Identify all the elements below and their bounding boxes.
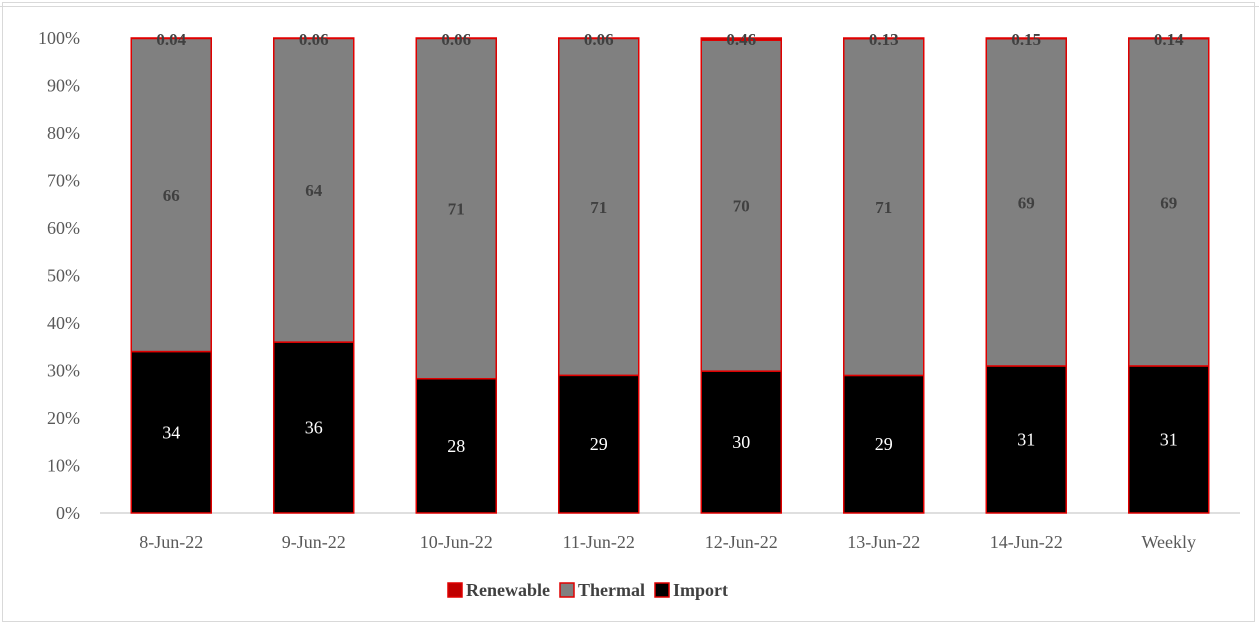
x-tick-label: 11-Jun-22 <box>563 532 635 552</box>
y-tick-label: 80% <box>47 123 80 143</box>
data-label-import: 29 <box>590 434 608 454</box>
x-tick-label: 13-Jun-22 <box>847 532 920 552</box>
y-tick-label: 60% <box>47 218 80 238</box>
y-tick-label: 70% <box>47 171 80 191</box>
data-label-renewable: 0.06 <box>299 30 329 49</box>
x-tick-label: 14-Jun-22 <box>990 532 1063 552</box>
bar-segment-thermal <box>985 37 1067 367</box>
bar-segment-renewable <box>1128 37 1210 40</box>
bar-segment-import <box>273 341 355 514</box>
bar-segment-thermal <box>415 37 497 380</box>
y-tick-label: 100% <box>38 28 80 48</box>
data-label-renewable: 0.06 <box>584 30 614 49</box>
bar-segment-thermal <box>843 37 925 377</box>
legend-label-import: Import <box>673 580 728 600</box>
bar-segment-import <box>700 370 782 514</box>
data-label-renewable: 0.14 <box>1154 30 1184 49</box>
data-label-import: 34 <box>162 422 180 442</box>
legend-label-thermal: Thermal <box>578 580 645 600</box>
data-label-thermal: 66 <box>163 186 180 205</box>
y-tick-label: 40% <box>47 313 80 333</box>
y-tick-label: 20% <box>47 408 80 428</box>
y-tick-label: 90% <box>47 76 80 96</box>
bar-segment-import <box>130 350 212 514</box>
data-label-import: 28 <box>447 436 465 456</box>
data-label-renewable: 0.15 <box>1011 30 1041 49</box>
y-tick-label: 10% <box>47 456 80 476</box>
data-label-thermal: 64 <box>305 181 323 200</box>
bar-segment-import <box>558 374 640 514</box>
data-label-thermal: 69 <box>1018 193 1035 212</box>
data-label-thermal: 69 <box>1160 193 1177 212</box>
bar-segment-renewable <box>985 37 1067 40</box>
bar-segment-thermal <box>700 39 782 372</box>
data-label-thermal: 70 <box>733 197 750 216</box>
data-label-renewable: 0.04 <box>156 30 186 49</box>
x-tick-label: 10-Jun-22 <box>420 532 493 552</box>
bars-group: 34 66 0.04 36 64 0.06 28 71 0.06 29 71 0.06 30 70 0.46… <box>130 30 1210 514</box>
bar-segment-renewable <box>700 37 782 41</box>
y-axis-ticks: 0% 10% 20% 30% 40% 50% 60% 70% 80% 90% 100% <box>38 28 80 523</box>
bar-segment-renewable <box>843 37 925 40</box>
y-tick-label: 0% <box>56 503 80 523</box>
bar-segment-renewable <box>415 37 497 40</box>
legend-swatch-thermal <box>559 582 575 598</box>
data-label-thermal: 71 <box>448 200 465 219</box>
legend-swatch-renewable <box>447 582 463 598</box>
data-label-import: 29 <box>875 434 893 454</box>
bar-segment-thermal <box>1128 37 1210 367</box>
y-tick-label: 30% <box>47 361 80 381</box>
bar-segment-renewable <box>558 37 640 40</box>
data-label-import: 31 <box>1160 429 1178 449</box>
legend: Renewable Thermal Import <box>447 580 728 600</box>
legend-swatch-import <box>654 582 670 598</box>
data-label-import: 30 <box>732 432 750 452</box>
data-label-import: 36 <box>305 418 323 438</box>
data-label-thermal: 71 <box>590 198 607 217</box>
bar-segment-renewable <box>130 37 212 40</box>
top-border <box>0 6 1259 7</box>
x-axis-ticks: 8-Jun-22 9-Jun-22 10-Jun-22 11-Jun-22 12-Jun… <box>139 532 1196 552</box>
legend-label-renewable: Renewable <box>466 580 550 600</box>
bar-segment-import <box>985 365 1067 514</box>
x-tick-label: 8-Jun-22 <box>139 532 203 552</box>
x-tick-label: 9-Jun-22 <box>282 532 346 552</box>
y-tick-label: 50% <box>47 266 80 286</box>
bar-segment-import <box>843 374 925 514</box>
bar-segment-renewable <box>273 37 355 40</box>
data-label-renewable: 0.46 <box>726 30 756 49</box>
data-label-import: 31 <box>1017 429 1035 449</box>
data-label-renewable: 0.13 <box>869 30 899 49</box>
data-label-thermal: 71 <box>875 198 892 217</box>
x-tick-label: Weekly <box>1141 532 1196 552</box>
x-tick-label: 12-Jun-22 <box>705 532 778 552</box>
bar-segment-thermal <box>273 37 355 343</box>
data-label-renewable: 0.06 <box>441 30 471 49</box>
bar-segment-import <box>1128 365 1210 514</box>
bar-segment-import <box>415 377 497 514</box>
